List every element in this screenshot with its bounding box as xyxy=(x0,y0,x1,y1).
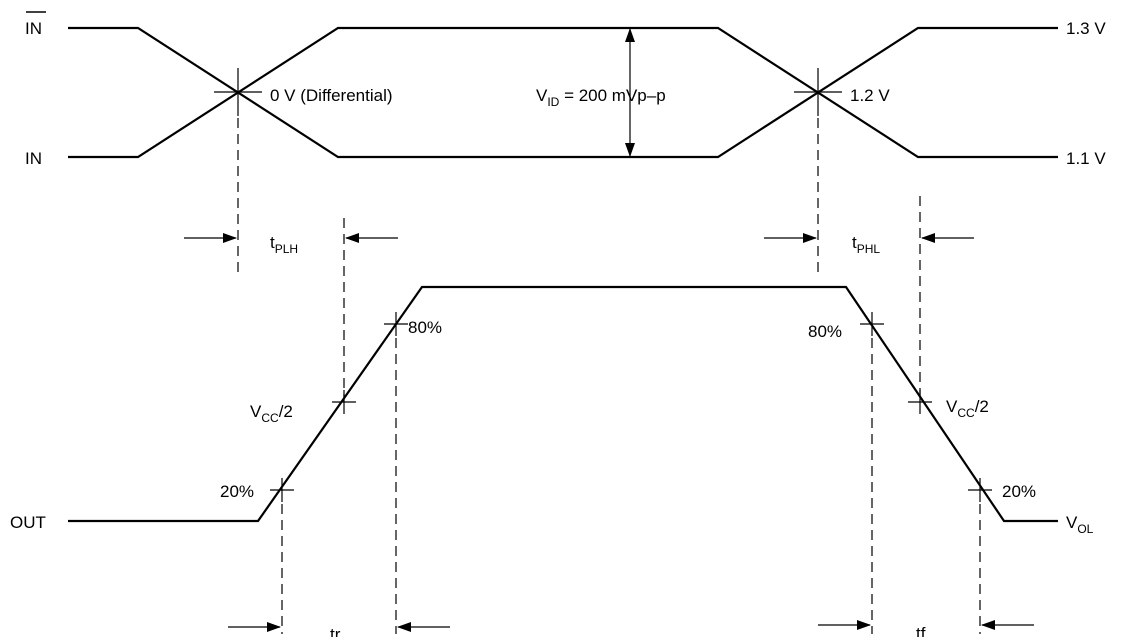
vol-label: VOL xyxy=(1066,513,1094,536)
rise-vcc-marker xyxy=(332,390,356,414)
fall-20-label: 20% xyxy=(1002,482,1036,501)
rise-80-label: 80% xyxy=(408,318,442,337)
low-level-label: 1.1 V xyxy=(1066,149,1106,168)
rise-80-marker xyxy=(384,312,408,336)
out-label: OUT xyxy=(10,513,46,532)
in-waveform xyxy=(68,26,1058,159)
vid-label: VID = 200 mVp–p xyxy=(536,86,666,109)
crossing-marker-left xyxy=(214,68,262,116)
crossing-marker-right xyxy=(794,68,842,116)
rise-vcc-label: VCC/2 xyxy=(250,402,293,425)
differential-label: 0 V (Differential) xyxy=(270,86,393,105)
tplh-label: tPLH xyxy=(270,233,298,256)
out-waveform xyxy=(68,285,1058,523)
fall-vcc-label: VCC/2 xyxy=(946,397,989,420)
in-label: IN xyxy=(25,149,42,168)
tphl-label: tPHL xyxy=(852,233,880,256)
rise-20-marker xyxy=(270,478,294,502)
tf-label: tf xyxy=(916,624,926,637)
in-bar-label: IN xyxy=(25,19,42,38)
tr-label: tr xyxy=(330,625,341,637)
high-level-label: 1.3 V xyxy=(1066,19,1106,38)
fall-20-marker xyxy=(968,478,992,502)
rise-20-label: 20% xyxy=(220,482,254,501)
fall-80-label: 80% xyxy=(808,322,842,341)
fall-vcc-marker xyxy=(908,390,932,414)
fall-80-marker xyxy=(860,312,884,336)
in-bar-waveform xyxy=(68,26,1058,159)
crossing-level-label: 1.2 V xyxy=(850,86,890,105)
